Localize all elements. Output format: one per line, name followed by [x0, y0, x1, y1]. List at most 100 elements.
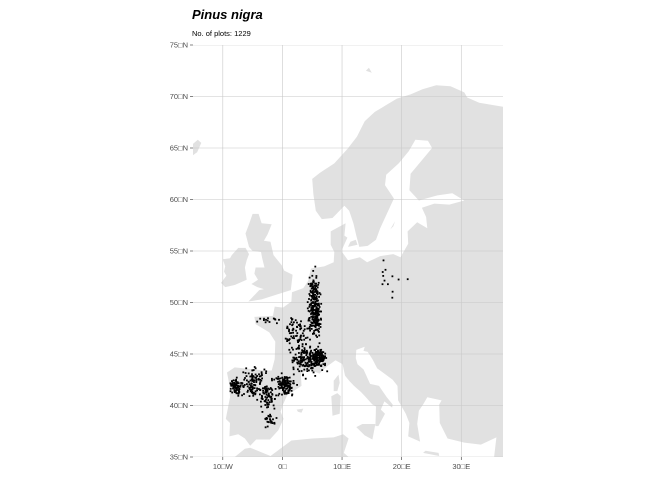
plot-point	[307, 319, 310, 322]
plot-point	[383, 279, 386, 282]
plot-point	[312, 286, 314, 289]
plot-point	[288, 338, 291, 340]
plot-point	[311, 358, 314, 360]
plot-point	[318, 310, 320, 313]
plot-point	[298, 338, 301, 341]
plot-point	[249, 384, 252, 387]
plot-point	[391, 275, 394, 278]
plot-point	[315, 284, 317, 287]
plot-point	[250, 382, 253, 385]
plot-point	[299, 362, 301, 365]
plot-point	[306, 352, 308, 355]
plot-point	[297, 368, 299, 371]
land-continental-europe	[225, 85, 503, 457]
plot-point	[316, 320, 318, 322]
plot-point	[253, 379, 256, 382]
plot-point	[311, 301, 313, 304]
plot-point	[308, 352, 311, 355]
plot-point	[229, 390, 232, 393]
plot-point	[312, 354, 315, 356]
plot-point	[317, 314, 320, 316]
plot-point	[236, 382, 239, 385]
plot-point	[316, 311, 318, 313]
plot-point	[309, 329, 311, 332]
plot-point	[289, 387, 292, 389]
plot-point	[307, 356, 310, 359]
plot-point	[265, 387, 268, 390]
plot-point	[314, 310, 317, 312]
plot-point	[311, 307, 314, 310]
plot-point	[313, 332, 316, 335]
plot-point	[313, 304, 316, 307]
plot-point	[279, 384, 281, 386]
plot-point	[313, 359, 316, 362]
plot-point	[321, 351, 323, 353]
land-crete	[423, 450, 440, 456]
plot-point	[273, 398, 276, 400]
plot-point	[311, 318, 314, 321]
plot-point	[293, 359, 295, 362]
plot-point	[262, 387, 264, 390]
plot-point	[245, 375, 248, 377]
plot-point	[260, 405, 263, 408]
plot-point	[292, 368, 295, 371]
plot-point	[286, 392, 288, 394]
plot-point	[235, 386, 237, 389]
plot-point	[317, 362, 320, 365]
plot-point	[314, 361, 317, 364]
land-sardinia	[331, 393, 341, 416]
plot-point	[269, 419, 272, 422]
plot-point	[315, 364, 318, 366]
plot-point	[270, 401, 273, 403]
plot-point	[324, 364, 326, 367]
plot-point	[291, 318, 293, 321]
plot-point	[325, 357, 328, 359]
plot-point	[314, 291, 316, 293]
plot-point	[311, 305, 314, 307]
plot-point	[232, 387, 234, 390]
plot-point	[391, 296, 394, 299]
plot-point	[382, 275, 385, 277]
plot-point	[314, 375, 317, 377]
plot-point	[284, 389, 287, 392]
plot-point	[288, 339, 290, 342]
plot-point	[314, 356, 316, 359]
plot-point	[307, 360, 310, 362]
plot-point	[291, 323, 294, 326]
plot-point	[316, 328, 318, 331]
land-svalbard-edge	[365, 67, 372, 73]
plot-point	[270, 415, 272, 418]
plot-point	[305, 351, 307, 353]
plot-point	[238, 391, 241, 393]
plot-point	[302, 350, 304, 352]
plot-point	[294, 319, 297, 322]
plot-point	[298, 370, 301, 373]
plot-point	[313, 358, 315, 361]
plot-point	[317, 356, 320, 359]
plot-point	[298, 344, 300, 347]
y-tick-label: 50□N	[170, 298, 188, 307]
plot-point	[251, 392, 254, 394]
plot-point	[309, 345, 312, 348]
plot-point	[251, 390, 254, 393]
plot-point	[406, 278, 409, 281]
plot-point	[293, 382, 295, 385]
plot-point	[315, 362, 317, 365]
plot-point	[297, 324, 300, 326]
plot-point	[314, 297, 316, 299]
plot-point	[270, 388, 273, 390]
plot-point	[296, 361, 299, 364]
plot-point	[254, 384, 257, 387]
plot-point	[284, 377, 286, 380]
plot-point	[295, 356, 298, 359]
plot-point	[248, 395, 251, 397]
y-tick-label: 60□N	[170, 195, 188, 204]
plot-point	[324, 352, 327, 355]
plot-point	[324, 355, 326, 358]
plot-point	[271, 393, 274, 396]
y-tick-label: 70□N	[170, 92, 188, 101]
plot-point	[277, 380, 279, 383]
plot-point	[301, 364, 304, 367]
plot-point	[279, 382, 282, 385]
plot-point	[262, 391, 265, 394]
